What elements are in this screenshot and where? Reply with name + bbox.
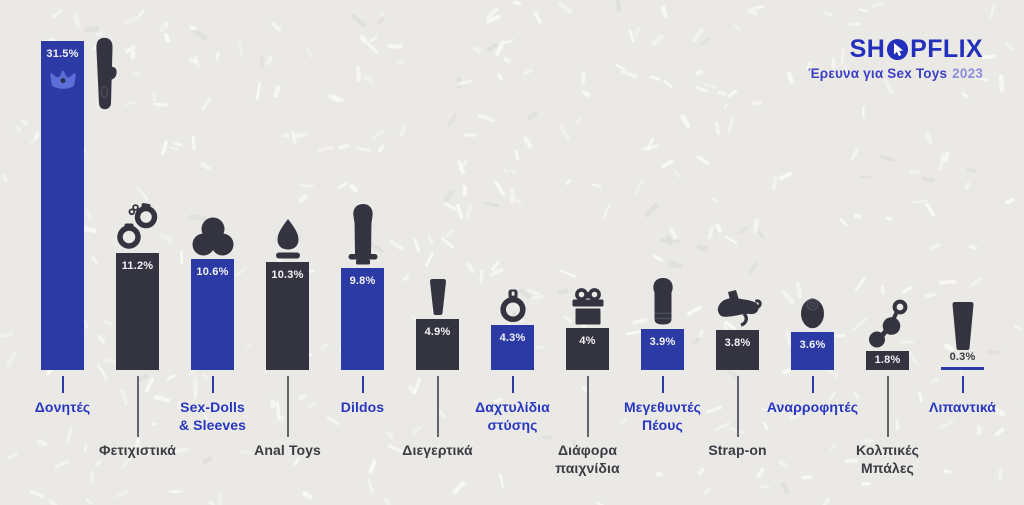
category-label: Διεγερτικά: [402, 442, 473, 458]
lubricant-icon: [948, 300, 978, 352]
sleeve-icon: [191, 217, 235, 256]
category-label: Φετιχιστικά: [99, 442, 176, 458]
cursor-o-icon: [886, 38, 909, 61]
bar: [866, 351, 909, 370]
subtitle-year: 2023: [952, 66, 983, 81]
tick-line: [361, 376, 364, 393]
bar-value-label: 3.6%: [799, 339, 826, 352]
stimulant-tube-icon: [425, 278, 451, 316]
logo-text-prefix: SH: [849, 35, 886, 63]
bar: [266, 262, 309, 370]
bar: [116, 252, 159, 370]
tick-line: [436, 376, 439, 437]
brand: SH PFLIX Έρευνα για Sex Toys 2023: [808, 37, 983, 82]
tick-line: [211, 376, 214, 393]
bar-value-label: 10.3%: [271, 269, 304, 282]
category-label: Dildos: [340, 399, 385, 415]
category-label: Διάφορα παιχνίδια: [555, 442, 620, 476]
bar-value-label: 10.6%: [196, 266, 229, 279]
bar-value-label: 4%: [579, 335, 596, 348]
tick-line: [511, 376, 514, 393]
category-label: Μεγεθυντές Πέους: [623, 399, 702, 433]
bar: [941, 366, 984, 370]
bar: [791, 332, 834, 370]
logo-text-suffix: PFLIX: [910, 35, 983, 63]
bar: [491, 325, 534, 370]
penis-enlarger-icon: [648, 277, 678, 326]
suction-toy-icon: [797, 293, 828, 329]
shopflix-logo: SH PFLIX: [808, 37, 983, 62]
tick-line: [811, 376, 814, 393]
tick-line: [736, 376, 739, 437]
strap-on-icon: [714, 287, 762, 327]
gift-box-icon: [568, 287, 608, 325]
tick-line: [286, 376, 289, 437]
tick-line: [136, 376, 139, 437]
cock-ring-icon: [496, 289, 530, 323]
kegel-balls-icon: [867, 298, 909, 348]
logo-subtitle: Έρευνα για Sex Toys 2023: [808, 66, 983, 81]
bar-value-label: 4.3%: [499, 332, 526, 345]
butt-plug-icon: [270, 218, 306, 259]
bar: [716, 330, 759, 370]
category-label: Sex-Dolls & Sleeves: [178, 399, 247, 433]
bar-value-label: 3.8%: [724, 337, 751, 350]
bar: [341, 267, 384, 370]
handcuffs-icon: [115, 202, 161, 250]
bar-value-label: 1.8%: [874, 354, 901, 367]
category-label: Δονητές: [34, 399, 91, 415]
bar: [191, 259, 234, 370]
dildo-icon: [343, 203, 383, 265]
bar-value-label: 11.2%: [121, 259, 154, 272]
category-label: Αναρροφητές: [766, 399, 859, 415]
bar: [41, 40, 84, 370]
bar-value-label: 3.9%: [649, 336, 676, 349]
bar: [641, 329, 684, 370]
bar-value-label: 0.3%: [949, 350, 976, 363]
category-label: Strap-on: [708, 442, 767, 458]
bar-value-label: 4.9%: [424, 325, 451, 338]
category-label: Δαχτυλίδια στύσης: [475, 399, 550, 433]
crown-icon: [49, 70, 76, 92]
bar: [566, 328, 609, 370]
rabbit-vibrator-icon: [90, 37, 118, 117]
bar: [416, 318, 459, 370]
category-label: Κολπικές Μπάλες: [856, 442, 919, 476]
tick-line: [886, 376, 889, 437]
tick-line: [61, 376, 64, 393]
category-label: Λιπαντικά: [929, 399, 996, 415]
tick-line: [961, 376, 964, 393]
tick-line: [661, 376, 664, 393]
tick-line: [586, 376, 589, 437]
category-label: Anal Toys: [254, 442, 321, 458]
bar-value-label: 9.8%: [349, 274, 376, 287]
bar-value-label: 31.5%: [46, 47, 79, 60]
subtitle-text: Έρευνα για Sex Toys: [808, 66, 948, 81]
